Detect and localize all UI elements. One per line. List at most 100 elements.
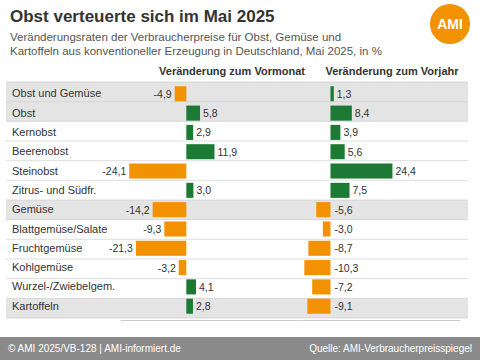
data-label: 5,8 bbox=[203, 107, 218, 119]
category-label: Zitrus- und Südfr. bbox=[12, 184, 96, 196]
data-label: -14,2 bbox=[126, 204, 150, 216]
panel-title: Veränderung zum Vorjahr bbox=[325, 65, 459, 77]
data-labels: -4,95,82,911,9-24,13,0-14,2-9,3-21,3-3,2… bbox=[102, 88, 237, 312]
category-tick: Obst bbox=[12, 107, 120, 119]
title: Obst verteuerte sich im Mai 2025 bbox=[10, 7, 275, 26]
row-separator bbox=[6, 180, 468, 181]
row-separator bbox=[6, 318, 468, 319]
category-axis-line bbox=[120, 83, 121, 319]
bar bbox=[186, 144, 214, 159]
row-separator bbox=[6, 259, 468, 260]
bar bbox=[323, 221, 331, 236]
bar bbox=[307, 299, 330, 314]
data-label: 24,4 bbox=[395, 165, 416, 177]
bar bbox=[175, 86, 187, 101]
data-label: -3,2 bbox=[158, 262, 176, 274]
bar bbox=[186, 183, 193, 198]
bar bbox=[153, 202, 187, 217]
category-label: Beerenobst bbox=[12, 145, 68, 157]
subtitle: Veränderungsraten der Verbraucherpreise … bbox=[10, 31, 341, 43]
data-label: 5,6 bbox=[348, 146, 363, 158]
value-axis-line bbox=[121, 320, 301, 321]
data-label: -9,3 bbox=[143, 223, 161, 235]
row-separator bbox=[6, 82, 468, 83]
bar bbox=[186, 299, 193, 314]
row-separator bbox=[6, 121, 468, 122]
footer-band bbox=[0, 337, 480, 360]
category-tick: Blattgemüse/Salate bbox=[12, 222, 120, 234]
bar bbox=[330, 106, 351, 121]
data-label: 2,8 bbox=[196, 300, 211, 312]
data-label: -3,0 bbox=[334, 223, 352, 235]
data-label: 1,3 bbox=[337, 88, 352, 100]
category-label: Obst bbox=[12, 107, 35, 119]
row-band bbox=[6, 102, 468, 122]
row-separator bbox=[6, 101, 468, 102]
data-label: 3,0 bbox=[196, 184, 211, 196]
panel-title: Veränderung zum Vormonat bbox=[159, 65, 305, 77]
data-label: 4,1 bbox=[199, 281, 214, 293]
data-label: 8,4 bbox=[355, 107, 370, 119]
bar bbox=[186, 106, 200, 121]
row-separator bbox=[6, 298, 468, 299]
bar bbox=[316, 202, 330, 217]
category-label: Kohlgemüse bbox=[12, 261, 73, 273]
category-tick: Beerenobst bbox=[12, 145, 120, 157]
data-label: -24,1 bbox=[102, 165, 126, 177]
row-separator bbox=[6, 160, 468, 161]
value-axis bbox=[121, 320, 301, 321]
row-separator bbox=[6, 219, 468, 220]
category-label: Kernobst bbox=[12, 126, 56, 138]
category-label: Wurzel-/Zwiebelgem. bbox=[12, 280, 115, 292]
category-tick: Kohlgemüse bbox=[12, 261, 120, 273]
logo-text: AMI bbox=[437, 16, 463, 32]
category-tick: Kernobst bbox=[12, 126, 120, 138]
logo-circle bbox=[430, 4, 470, 44]
panel: Veränderung zum Vorjahr1,38,43,95,624,47… bbox=[301, 65, 461, 321]
bar bbox=[164, 221, 186, 236]
copyright: © AMI 2025/VB-128 | AMI-informiert.de bbox=[8, 343, 181, 354]
bar bbox=[179, 260, 187, 275]
bar bbox=[186, 125, 193, 140]
bar bbox=[308, 241, 330, 256]
row-band bbox=[6, 82, 468, 102]
row-separator bbox=[6, 278, 468, 279]
category-label: Obst und Gemüse bbox=[12, 87, 101, 99]
value-axis-line bbox=[301, 320, 461, 321]
bars bbox=[129, 86, 214, 314]
panel: Veränderung zum Vormonat Obst und Gemüse O… bbox=[12, 65, 305, 321]
category-label: Gemüse bbox=[12, 203, 54, 215]
subtitle: Kartoffeln aus konventioneller Erzeugung… bbox=[10, 45, 382, 57]
footer: © AMI 2025/VB-128 | AMI-informiert.de Que… bbox=[0, 337, 480, 360]
category-tick: Wurzel-/Zwiebelgem. bbox=[12, 280, 120, 292]
data-label: -5,6 bbox=[334, 204, 352, 216]
category-tick: Fruchtgemüse bbox=[12, 242, 120, 254]
source: Quelle: AMI-Verbraucherpreisspiegel bbox=[309, 343, 472, 354]
value-axis bbox=[301, 320, 461, 321]
bars bbox=[304, 86, 392, 314]
data-labels: 1,38,43,95,624,47,5-5,6-3,0-8,7-10,3-7,2… bbox=[334, 88, 416, 312]
category-label: Kartoffeln bbox=[12, 300, 59, 312]
bar bbox=[304, 260, 330, 275]
chart: Obst verteuerte sich im Mai 2025 Veränder… bbox=[0, 0, 480, 360]
bar bbox=[330, 144, 344, 159]
row-separator bbox=[6, 141, 468, 142]
logo: AMI bbox=[430, 4, 470, 44]
row-backgrounds bbox=[6, 82, 468, 318]
data-label: -4,9 bbox=[154, 88, 172, 100]
category-tick: Kartoffeln bbox=[12, 300, 120, 312]
category-tick: Gemüse bbox=[12, 203, 120, 215]
row-separator bbox=[6, 200, 468, 201]
bar bbox=[330, 183, 349, 198]
bar bbox=[129, 163, 186, 178]
row-band bbox=[6, 200, 468, 220]
row-separator bbox=[6, 239, 468, 240]
row-band bbox=[6, 298, 468, 318]
data-label: -10,3 bbox=[334, 262, 358, 274]
category-tick: Zitrus- und Südfr. bbox=[12, 184, 120, 196]
category-tick: Obst und Gemüse bbox=[12, 87, 120, 99]
category-label: Blattgemüse/Salate bbox=[12, 222, 107, 234]
data-label: 7,5 bbox=[353, 184, 368, 196]
category-label: Steinobst bbox=[12, 165, 58, 177]
data-label: -21,3 bbox=[109, 242, 133, 254]
